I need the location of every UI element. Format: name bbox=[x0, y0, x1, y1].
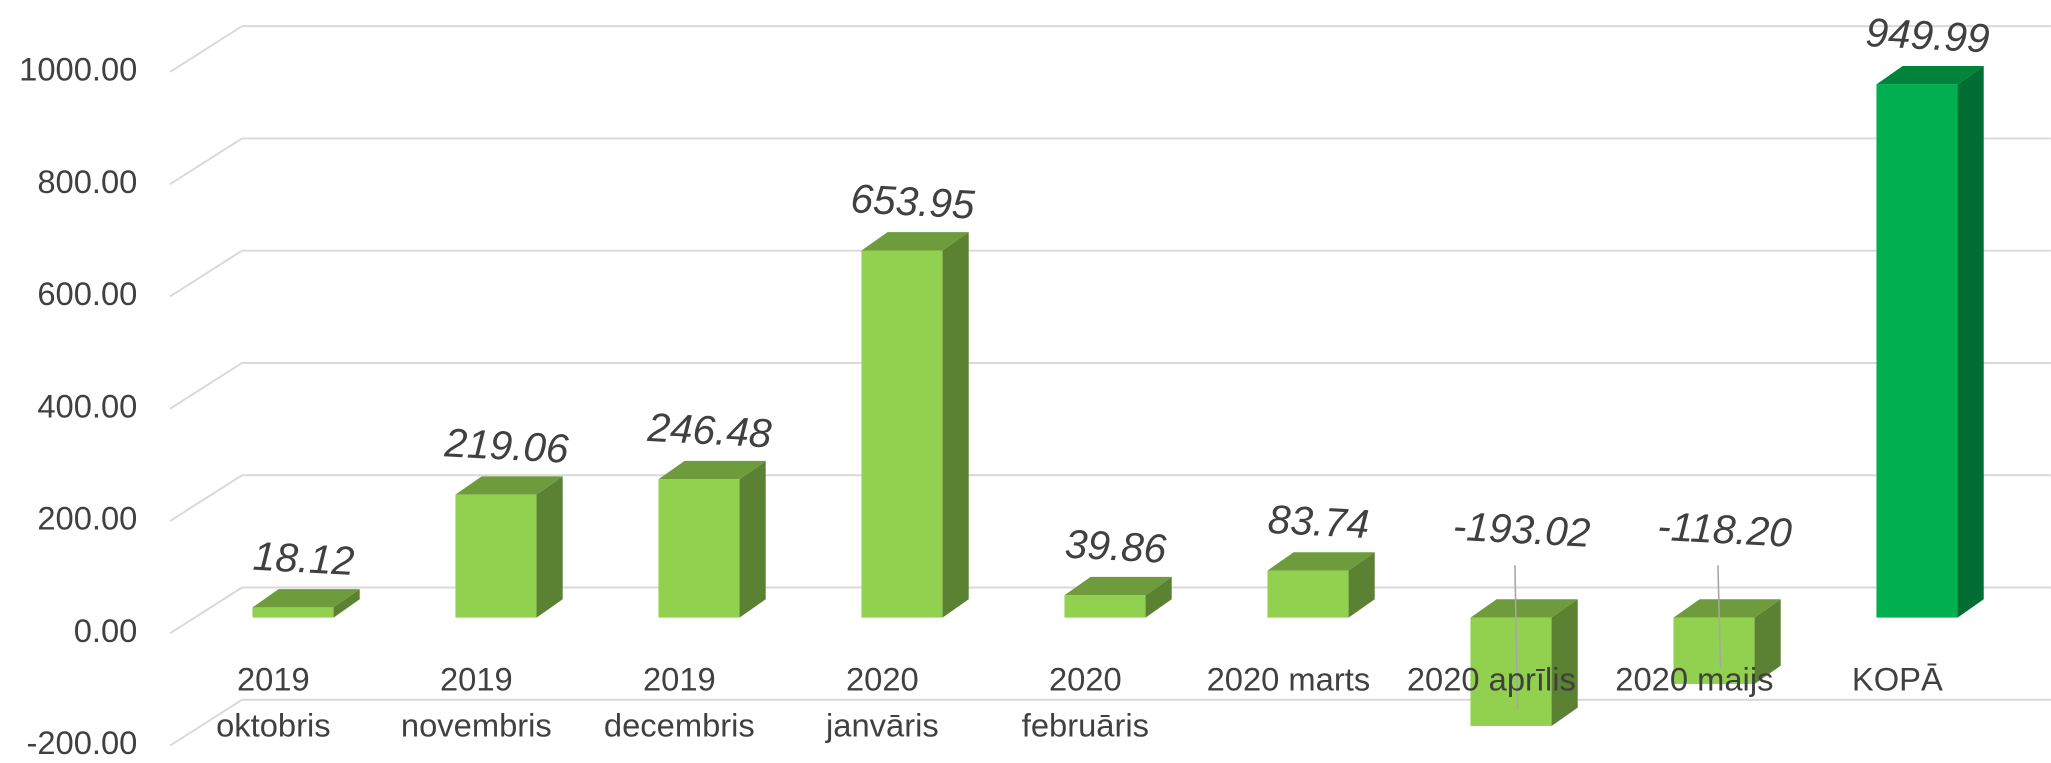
y-tick-label: 400.00 bbox=[37, 387, 137, 424]
grid-line bbox=[169, 137, 243, 186]
grid-line bbox=[169, 474, 243, 522]
bar bbox=[455, 476, 563, 618]
bar-top bbox=[1267, 552, 1375, 571]
value-label: -193.02 bbox=[1452, 503, 1592, 556]
x-tick-label: 2020 marts bbox=[1206, 661, 1371, 699]
grid-line bbox=[169, 25, 243, 73]
bar bbox=[861, 232, 969, 618]
bar-front bbox=[658, 479, 740, 618]
y-tick-label: 200.00 bbox=[37, 500, 137, 537]
x-tick-label: 2020 maijs bbox=[1615, 661, 1774, 699]
bar bbox=[1470, 599, 1578, 726]
bar bbox=[1876, 66, 1984, 618]
x-tick-label: 2019 oktobris bbox=[216, 661, 331, 745]
value-label: 949.99 bbox=[1865, 9, 1991, 61]
bar-side bbox=[1957, 66, 1984, 618]
bar-front bbox=[1267, 570, 1349, 618]
grid-line bbox=[169, 362, 243, 410]
grid-line bbox=[169, 586, 243, 635]
bar-front bbox=[455, 494, 537, 618]
value-label: 246.48 bbox=[646, 404, 774, 457]
bar-front bbox=[1673, 617, 1755, 684]
bar-top bbox=[1470, 599, 1578, 618]
bar bbox=[1673, 599, 1781, 684]
bar bbox=[658, 460, 766, 618]
x-tick-label: 2019 novembris bbox=[400, 661, 552, 745]
y-tick-label: 800.00 bbox=[37, 163, 137, 200]
value-label: -118.20 bbox=[1656, 503, 1793, 556]
bar-side bbox=[1754, 599, 1781, 684]
x-tick-label: KOPĀ bbox=[1851, 661, 1943, 699]
leader-line bbox=[1717, 565, 1722, 669]
bar-top bbox=[455, 476, 563, 495]
grid-line bbox=[169, 249, 243, 298]
x-tick-label: 2020 februāris bbox=[1021, 661, 1149, 745]
bar-top bbox=[1064, 576, 1172, 596]
bar-side bbox=[1551, 599, 1578, 726]
bar-side bbox=[1348, 552, 1375, 618]
leader-line bbox=[1514, 565, 1519, 711]
value-label: 18.12 bbox=[252, 533, 356, 584]
value-label: 39.86 bbox=[1064, 521, 1168, 572]
x-tick-label: 2019 decembris bbox=[603, 661, 755, 745]
grid-line bbox=[169, 698, 243, 747]
value-label: 653.95 bbox=[850, 175, 977, 227]
bar-top bbox=[252, 589, 360, 608]
bar-front bbox=[1470, 617, 1552, 726]
bar-side bbox=[333, 589, 360, 618]
x-tick-label: 2020 janvāris bbox=[826, 661, 939, 745]
bar-front bbox=[861, 250, 943, 618]
y-tick-label: 1000.00 bbox=[19, 51, 137, 88]
bar-top bbox=[1876, 66, 1984, 85]
value-label: 83.74 bbox=[1267, 496, 1371, 547]
bar bbox=[1267, 552, 1375, 618]
bar bbox=[1064, 576, 1172, 618]
y-tick-label: 0.00 bbox=[74, 612, 138, 649]
bar-top bbox=[1673, 599, 1781, 618]
bar-front bbox=[1876, 84, 1958, 618]
bar-side bbox=[942, 232, 969, 618]
bar-side bbox=[536, 476, 563, 618]
bar bbox=[252, 589, 360, 618]
bar-front bbox=[1064, 595, 1146, 618]
bar-front bbox=[252, 607, 334, 618]
x-tick-label: 2020 aprīlis bbox=[1406, 661, 1576, 699]
value-label: 219.06 bbox=[443, 419, 571, 472]
y-tick-label: -200.00 bbox=[26, 724, 137, 761]
bar-side bbox=[739, 460, 766, 618]
bar-top bbox=[861, 232, 969, 251]
bar-top bbox=[658, 460, 766, 480]
bar-side bbox=[1145, 576, 1172, 618]
y-tick-label: 600.00 bbox=[37, 275, 137, 312]
